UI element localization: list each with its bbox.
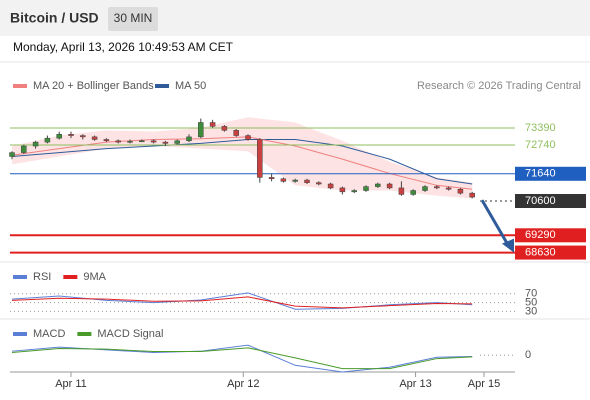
level-label: 70600 — [525, 195, 556, 207]
datetime: Monday, April 13, 2026 10:49:53 AM CET — [13, 40, 234, 54]
macd-line — [11, 347, 473, 370]
legend-swatch — [155, 84, 169, 88]
forecast-arrow — [480, 199, 511, 248]
candle-body — [363, 186, 369, 191]
legend-swatch — [13, 84, 27, 88]
forecast-arrowhead — [502, 238, 514, 253]
x-tick-label: Apr 11 — [55, 378, 87, 390]
rsi-line — [11, 292, 473, 310]
candle-body — [410, 190, 416, 195]
candle-body — [422, 186, 428, 191]
candle-body — [91, 136, 98, 140]
legend-label: MA 20 + Bollinger Bands — [33, 80, 154, 92]
candle-body — [127, 141, 133, 143]
candle-body — [139, 140, 145, 143]
candle-body — [445, 187, 452, 190]
title: Bitcoin / USD — [10, 10, 99, 26]
candle-body — [375, 183, 381, 187]
candle-body — [68, 134, 74, 136]
candle-body — [434, 186, 440, 189]
level-badge — [515, 194, 586, 209]
level-badge — [515, 166, 586, 181]
candle-body — [103, 139, 110, 142]
candle-body — [209, 122, 216, 127]
candle-body — [268, 177, 275, 180]
candle-body — [44, 137, 51, 143]
rsi-line — [11, 296, 473, 309]
candle-body — [115, 140, 121, 143]
candle-body — [32, 141, 39, 147]
level-label: 73390 — [525, 122, 556, 134]
candle-body — [386, 183, 393, 189]
bollinger-band — [12, 117, 473, 199]
y-tick-label: 50 — [525, 297, 537, 309]
legend-label: MACD Signal — [97, 328, 163, 340]
x-tick-label: Apr 13 — [399, 378, 431, 390]
timeframe-badge[interactable] — [108, 7, 158, 31]
legend-swatch — [77, 332, 92, 336]
candle-body — [327, 183, 334, 189]
level-badge — [515, 245, 586, 260]
candle-body — [221, 126, 228, 131]
level-label: 71640 — [525, 168, 556, 180]
candle-body — [21, 145, 27, 153]
x-tick-label: Apr 15 — [468, 378, 500, 390]
y-tick-label: 70 — [525, 288, 537, 300]
candle-body — [9, 152, 15, 157]
candle-body — [257, 139, 263, 178]
candle-body — [162, 141, 169, 144]
candle-body — [80, 135, 86, 138]
level-label: 72740 — [525, 139, 556, 151]
legend-label: RSI — [33, 271, 51, 283]
candle-body — [457, 188, 464, 194]
level-badge — [515, 228, 586, 243]
candle-body — [469, 192, 475, 198]
timeframe: 30 MIN — [114, 11, 153, 25]
candle-body — [316, 182, 322, 185]
legend-swatch — [13, 275, 27, 279]
x-tick-label: Apr 12 — [227, 378, 259, 390]
legend-swatch — [63, 275, 78, 279]
candle-body — [198, 122, 204, 138]
candle-body — [56, 134, 62, 139]
y-tick-label: 0 — [525, 349, 531, 361]
candle-body — [398, 187, 405, 195]
candle-body — [280, 178, 287, 182]
legend-label: MACD — [33, 328, 65, 340]
candle-body — [304, 179, 310, 183]
candle-body — [245, 135, 251, 140]
candle-body — [339, 187, 346, 193]
legend-label: 9MA — [83, 271, 106, 283]
legend-label: MA 50 — [175, 80, 206, 92]
level-label: 68630 — [525, 246, 556, 258]
legend-swatch — [13, 332, 27, 336]
candle-body — [351, 190, 357, 193]
candle-body — [233, 130, 239, 136]
header-bar — [0, 0, 590, 36]
credit: Research © 2026 Trading Central — [417, 80, 581, 92]
y-tick-label: 30 — [525, 305, 537, 317]
candle-body — [186, 136, 192, 142]
candle-body — [292, 179, 298, 182]
candle-body — [174, 140, 180, 144]
candle-body — [150, 140, 157, 143]
level-label: 69290 — [525, 229, 556, 241]
